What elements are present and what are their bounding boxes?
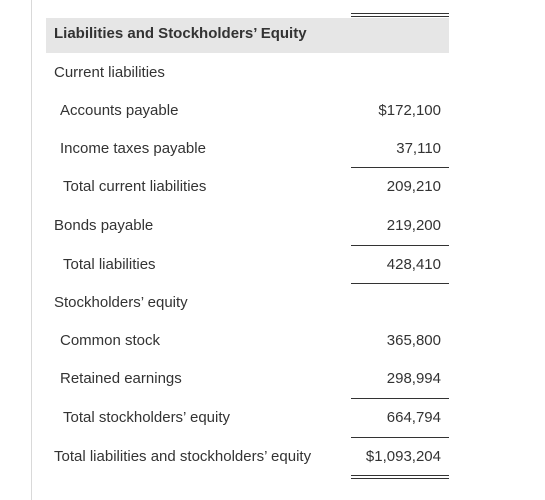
row-label: Current liabilities — [54, 64, 165, 81]
row-label: Accounts payable — [60, 102, 179, 119]
subtotal-rule — [351, 437, 449, 438]
row-label: Income taxes payable — [60, 140, 206, 157]
row-income-taxes-payable: Income taxes payable 37,110 — [46, 130, 449, 168]
row-amount: 219,200 — [386, 217, 441, 234]
subtotal-rule — [351, 283, 449, 284]
row-amount: 428,410 — [386, 256, 441, 273]
row-total-current-liabilities: Total current liabilities 209,210 — [46, 168, 449, 206]
row-retained-earnings: Retained earnings 298,994 — [46, 360, 449, 398]
row-label: Total liabilities and stockholders’ equi… — [54, 448, 312, 465]
row-stockholders-equity: Stockholders’ equity — [46, 284, 449, 322]
left-divider — [31, 0, 32, 500]
row-label: Total current liabilities — [63, 178, 207, 195]
row-label: Total liabilities — [63, 256, 156, 273]
top-double-rule — [351, 13, 449, 17]
row-label: Stockholders’ equity — [54, 294, 188, 311]
row-bonds-payable: Bonds payable 219,200 — [46, 207, 449, 245]
row-common-stock: Common stock 365,800 — [46, 322, 449, 360]
row-total-liabilities: Total liabilities 428,410 — [46, 246, 449, 284]
row-label: Retained earnings — [60, 370, 182, 387]
row-accounts-payable: Accounts payable $172,100 — [46, 92, 449, 130]
row-amount: 365,800 — [386, 332, 441, 349]
subtotal-rule — [351, 398, 449, 399]
row-label: Total stockholders’ equity — [63, 409, 231, 426]
row-label: Bonds payable — [54, 217, 154, 234]
row-amount: $172,100 — [378, 102, 441, 119]
subtotal-rule — [351, 167, 449, 168]
row-amount: 298,994 — [386, 370, 441, 387]
grand-total-double-rule — [351, 475, 449, 479]
row-label: Common stock — [60, 332, 161, 349]
row-total-liabilities-and-equity: Total liabilities and stockholders’ equi… — [46, 438, 449, 476]
section-header-title: Liabilities and Stockholders’ Equity — [54, 25, 307, 42]
section-header-band — [46, 18, 449, 53]
subtotal-rule — [351, 245, 449, 246]
row-amount: 37,110 — [396, 140, 441, 157]
row-total-stockholders-equity: Total stockholders’ equity 664,794 — [46, 399, 449, 437]
row-amount: $1,093,204 — [365, 448, 441, 465]
row-amount: 209,210 — [386, 178, 441, 195]
row-current-liabilities: Current liabilities — [46, 54, 449, 92]
row-amount: 664,794 — [386, 409, 441, 426]
